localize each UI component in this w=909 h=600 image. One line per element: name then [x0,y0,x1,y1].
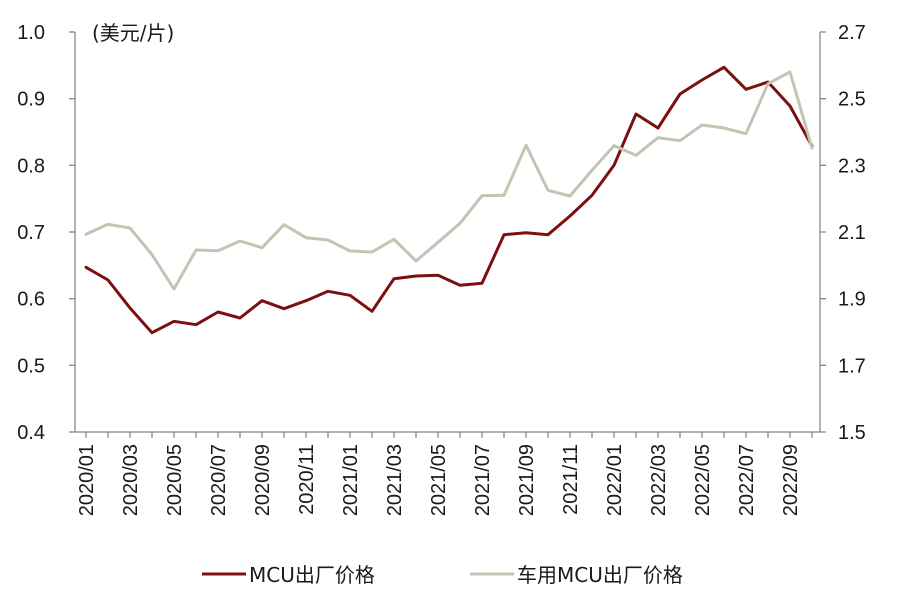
legend-label-1: MCU出厂价格 [249,563,375,587]
x-axis-tick-label: 2020/09 [252,444,274,516]
x-axis-tick-label: 2020/11 [296,444,318,515]
x-axis-tick-label: 2021/09 [516,444,538,516]
x-axis-tick-label: 2021/03 [384,444,406,516]
left-axis-tick-label: 0.4 [17,422,45,444]
series-group [84,65,814,335]
left-axis-tick-label: 1.0 [17,22,45,44]
series-line-2 [84,70,814,291]
x-axis-tick-label: 2022/09 [780,444,802,516]
x-axis-tick-label: 2020/03 [120,444,142,516]
left-axis-tick-label: 0.8 [17,155,45,177]
x-axis-tick-label: 2020/07 [208,444,230,516]
x-axis-tick-label: 2022/01 [604,444,626,516]
x-axis-tick-label: 2021/11 [560,444,582,515]
left-axis-tick-label: 0.7 [17,222,45,244]
right-axis-tick-label: 1.5 [838,422,866,444]
legend-label-2: 车用MCU出厂价格 [517,563,683,587]
x-axis-tick-label: 2022/07 [736,444,758,516]
left-axis-tick-label: 0.6 [17,289,45,311]
left-axis-unit-label: (美元/片) [92,21,174,45]
x-axis-tick-label: 2021/07 [472,444,494,516]
axes-group: 0.4 0.5 0.6 0.7 0.8 0.9 1.0 1.5 1.7 1.9 2.1 2.3 2.5 2… [17,22,866,516]
series-line-1 [84,65,814,335]
legend: MCU出厂价格 车用MCU出厂价格 [202,563,683,587]
x-axis-tick-label: 2020/01 [76,444,98,516]
right-axis-tick-label: 2.5 [838,89,866,111]
x-axis-tick-label: 2022/05 [692,444,714,516]
left-axis-tick-label: 0.5 [17,355,45,377]
x-axis-tick-label: 2021/05 [428,444,450,516]
right-axis-tick-label: 1.7 [838,355,866,377]
x-axis-tick-label: 2020/05 [164,444,186,516]
right-axis-tick-label: 1.9 [838,289,866,311]
x-axis-tick-label: 2021/01 [340,444,362,516]
right-axis-tick-label: 2.3 [838,155,866,177]
right-axis-tick-label: 2.1 [838,222,866,244]
left-axis-tick-label: 0.9 [17,89,45,111]
right-axis-tick-label: 2.7 [838,22,866,44]
x-axis-tick-label: 2022/03 [648,444,670,516]
